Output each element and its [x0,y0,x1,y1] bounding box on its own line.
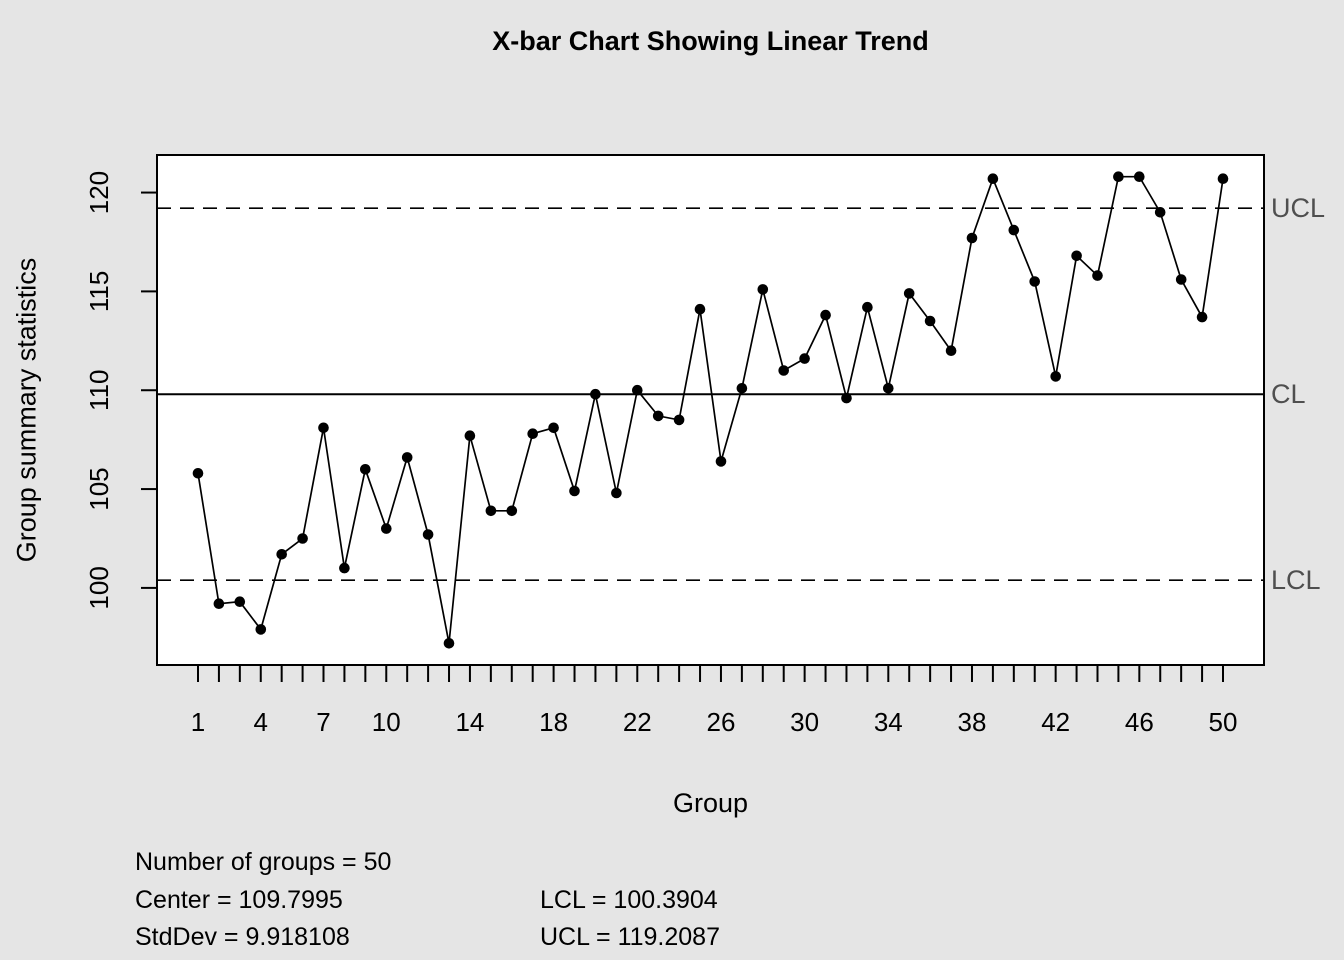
data-point [652,410,664,422]
stat-stddev: StdDev = 9.918108 [135,923,350,951]
y-axis-tick-label: 110 [84,370,114,411]
data-point [673,414,685,426]
data-point [1196,311,1208,323]
y-axis-tick-label: 100 [84,566,114,609]
data-point [1050,371,1061,382]
x-axis-tick-label: 42 [1041,707,1070,737]
data-point [1134,171,1145,182]
data-point [464,430,476,442]
data-point [1154,207,1166,218]
stat-number-of-groups: Number of groups = 50 [135,848,392,876]
data-point [945,345,957,357]
data-point [715,456,727,467]
data-point [694,303,706,315]
x-axis-tick-label: 18 [539,707,568,737]
data-point [736,383,748,394]
series-line [197,175,1224,644]
data-point [297,533,308,544]
x-axis-tick-label: 4 [254,707,268,737]
data-point [569,485,580,497]
ucl-label: UCL [1271,193,1325,223]
x-axis-tick-label: 34 [874,707,903,737]
data-point [903,288,915,299]
data-point [381,523,392,534]
x-axis-tick-label: 1 [191,707,205,737]
plot-background [157,155,1264,665]
data-point [318,422,329,434]
stat-lcl: LCL = 100.3904 [540,886,718,914]
data-point [757,284,769,295]
plot-border [156,154,1265,666]
x-axis-tick-label: 46 [1125,707,1154,737]
data-point [820,309,831,321]
x-axis-tick-label: 30 [790,707,819,737]
data-point [213,598,225,609]
data-point [1092,270,1103,281]
data-point [841,392,852,404]
data-point [422,529,434,540]
data-point [799,353,810,364]
x-axis-tick-label: 50 [1209,707,1238,737]
lcl-label: LCL [1271,565,1321,595]
data-point [506,505,518,517]
y-axis-tick-label: 120 [84,171,114,214]
data-point [924,315,936,327]
chart-title: X-bar Chart Showing Linear Trend [492,26,929,56]
data-point [1071,250,1082,262]
x-axis-tick-label: 26 [706,707,735,737]
x-axis-tick-label: 14 [455,707,484,737]
x-axis-tick-label: 22 [623,707,652,737]
data-point [611,487,622,499]
data-point [883,383,894,394]
stat-center: Center = 109.7995 [135,886,343,914]
data-point [276,549,288,560]
data-point [1113,171,1124,182]
data-point [255,624,267,635]
data-point [527,428,538,440]
data-point [1217,173,1229,184]
data-point [234,596,246,607]
data-point [1008,224,1020,236]
data-point [590,388,601,400]
data-point [548,422,559,434]
cl-label: CL [1271,379,1306,409]
data-point [192,468,204,479]
data-point [360,464,371,475]
data-point [339,562,350,574]
data-point [401,452,413,463]
data-point [987,173,999,184]
stat-ucl: UCL = 119.2087 [540,923,720,951]
x-axis-tick-label: 38 [958,707,987,737]
y-axis-tick-label: 115 [84,271,114,312]
x-axis-tick-label: 7 [316,707,330,737]
data-point [862,301,873,313]
y-axis-tick-label: 105 [84,467,114,510]
data-point [966,232,978,244]
data-point [443,638,455,649]
data-point [1175,274,1187,285]
data-point [632,384,643,396]
data-point [485,505,497,517]
data-point [1029,276,1040,287]
x-axis-tick-label: 10 [372,707,401,737]
x-axis-title: Group [672,788,749,818]
data-point [778,365,789,376]
